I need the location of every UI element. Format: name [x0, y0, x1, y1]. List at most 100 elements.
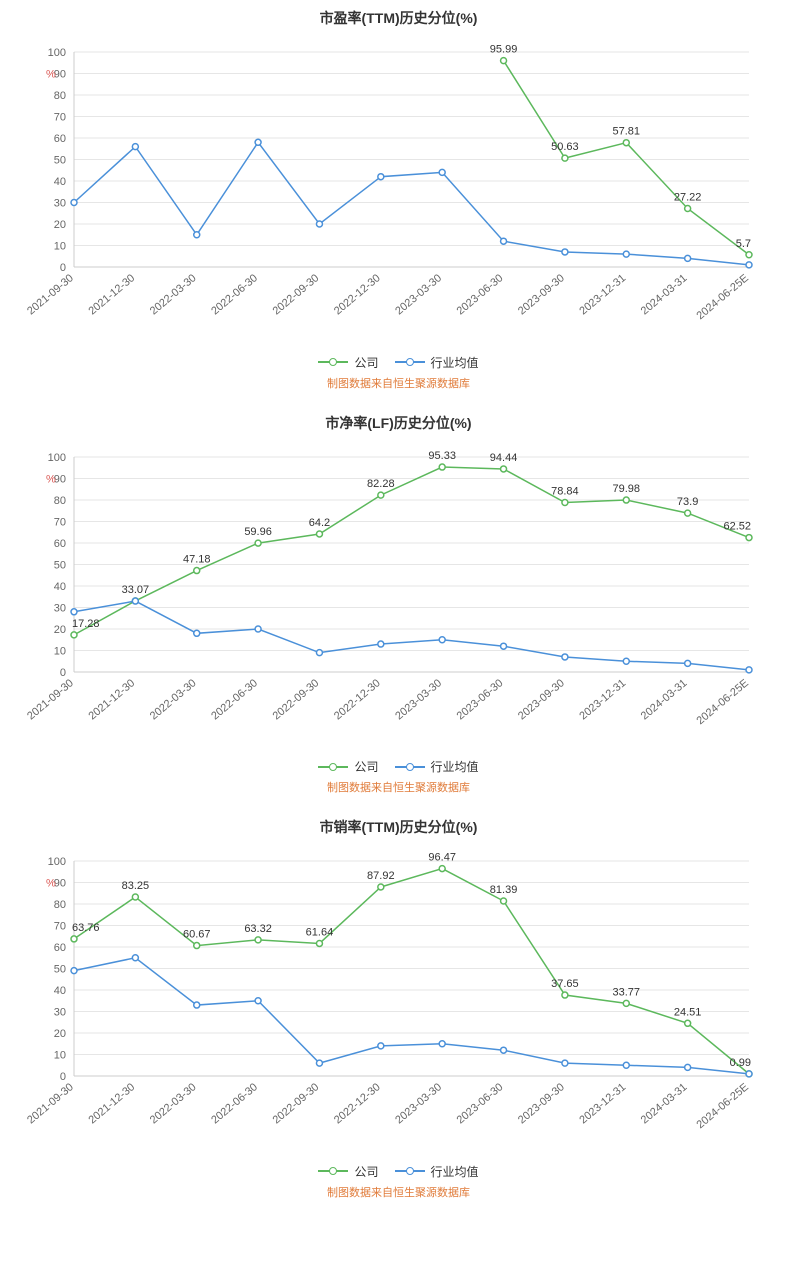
- y-tick-label: 30: [53, 602, 65, 614]
- legend-item-industry[interactable]: 行业均值: [395, 758, 479, 775]
- data-label: 59.96: [244, 526, 272, 538]
- series-marker: [255, 139, 261, 145]
- series-marker: [500, 465, 506, 471]
- legend-item-company[interactable]: 公司: [318, 354, 378, 371]
- series-marker: [561, 1060, 567, 1066]
- series-marker: [316, 649, 322, 655]
- legend-label: 行业均值: [431, 1163, 479, 1180]
- series-marker: [193, 232, 199, 238]
- legend-line: [336, 1170, 348, 1172]
- chart-title: 市净率(LF)历史分位(%): [0, 405, 797, 437]
- series-marker: [71, 608, 77, 614]
- y-tick-label: 100: [47, 47, 65, 59]
- data-label: 47.18: [182, 553, 210, 565]
- series-marker: [746, 534, 752, 540]
- series-marker: [71, 968, 77, 974]
- source-note: 制图数据来自恒生聚源数据库: [0, 373, 797, 405]
- y-tick-label: 30: [53, 198, 65, 210]
- charts-container: 市盈率(TTM)历史分位(%)0102030405060708090100%20…: [0, 0, 797, 1214]
- legend-line: [395, 1170, 407, 1172]
- series-marker: [71, 936, 77, 942]
- series-marker: [561, 499, 567, 505]
- chart-ps-block: 市销率(TTM)历史分位(%)0102030405060708090100%20…: [0, 809, 797, 1214]
- series-marker: [255, 937, 261, 943]
- y-tick-label: 0: [59, 262, 65, 274]
- legend-label: 公司: [354, 354, 378, 371]
- y-tick-label: 40: [53, 581, 65, 593]
- data-label: 33.77: [612, 986, 640, 998]
- legend-line: [413, 1170, 425, 1172]
- data-label: 33.07: [121, 583, 149, 595]
- series-marker: [684, 660, 690, 666]
- legend-label: 行业均值: [431, 758, 479, 775]
- legend-label: 公司: [354, 758, 378, 775]
- series-marker: [684, 510, 690, 516]
- legend-line: [413, 766, 425, 768]
- series-marker: [746, 666, 752, 672]
- y-tick-label: 10: [53, 645, 65, 657]
- series-marker: [561, 249, 567, 255]
- series-marker: [193, 943, 199, 949]
- data-label: 79.98: [612, 483, 640, 495]
- series-marker: [316, 530, 322, 536]
- y-tick-label: 70: [53, 112, 65, 124]
- series-marker: [255, 540, 261, 546]
- legend-item-company[interactable]: 公司: [318, 758, 378, 775]
- y-tick-label: 20: [53, 624, 65, 636]
- legend-item-company[interactable]: 公司: [318, 1163, 378, 1180]
- y-axis-unit: %: [46, 878, 56, 890]
- series-marker: [132, 955, 138, 961]
- y-axis-unit: %: [46, 473, 56, 485]
- y-tick-label: 60: [53, 538, 65, 550]
- data-label: 61.64: [305, 926, 333, 938]
- data-label: 50.63: [551, 141, 579, 153]
- legend-item-industry[interactable]: 行业均值: [395, 354, 479, 371]
- chart-pb-svg: 0102030405060708090100%2021-09-302021-12…: [19, 437, 779, 747]
- legend: 公司 行业均值: [0, 747, 797, 778]
- series-marker: [500, 238, 506, 244]
- series-marker: [132, 144, 138, 150]
- series-marker: [255, 626, 261, 632]
- series-marker: [193, 567, 199, 573]
- data-label: 64.2: [308, 516, 329, 528]
- legend-label: 公司: [354, 1163, 378, 1180]
- series-marker: [684, 205, 690, 211]
- data-label: 27.22: [673, 191, 701, 203]
- chart-pb-block: 市净率(LF)历史分位(%)0102030405060708090100%202…: [0, 405, 797, 810]
- legend: 公司 行业均值: [0, 1151, 797, 1182]
- data-label: 17.28: [72, 617, 100, 629]
- legend-line: [336, 766, 348, 768]
- series-marker: [684, 255, 690, 261]
- series-marker: [71, 200, 77, 206]
- legend-line: [395, 361, 407, 363]
- series-marker: [132, 894, 138, 900]
- chart-title: 市盈率(TTM)历史分位(%): [0, 0, 797, 32]
- series-marker: [500, 643, 506, 649]
- y-tick-label: 100: [47, 452, 65, 464]
- y-tick-label: 0: [59, 667, 65, 679]
- series-marker: [377, 884, 383, 890]
- legend-item-industry[interactable]: 行业均值: [395, 1163, 479, 1180]
- series-marker: [377, 174, 383, 180]
- chart-pe-svg: 0102030405060708090100%2021-09-302021-12…: [19, 32, 779, 342]
- data-label: 87.92: [367, 870, 395, 882]
- y-tick-label: 100: [47, 856, 65, 868]
- y-tick-label: 40: [53, 985, 65, 997]
- y-tick-label: 20: [53, 219, 65, 231]
- series-marker: [561, 992, 567, 998]
- y-tick-label: 70: [53, 516, 65, 528]
- chart-title: 市销率(TTM)历史分位(%): [0, 809, 797, 841]
- source-note: 制图数据来自恒生聚源数据库: [0, 777, 797, 809]
- y-tick-label: 0: [59, 1071, 65, 1083]
- chart-ps-svg: 0102030405060708090100%2021-09-302021-12…: [19, 841, 779, 1151]
- series-marker: [746, 262, 752, 268]
- chart-pe-block: 市盈率(TTM)历史分位(%)0102030405060708090100%20…: [0, 0, 797, 405]
- y-tick-label: 60: [53, 942, 65, 954]
- legend-label: 行业均值: [431, 354, 479, 371]
- series-marker: [500, 898, 506, 904]
- y-tick-label: 80: [53, 90, 65, 102]
- series-marker: [439, 636, 445, 642]
- series-marker: [746, 1071, 752, 1077]
- series-marker: [316, 940, 322, 946]
- data-label: 63.76: [72, 922, 100, 934]
